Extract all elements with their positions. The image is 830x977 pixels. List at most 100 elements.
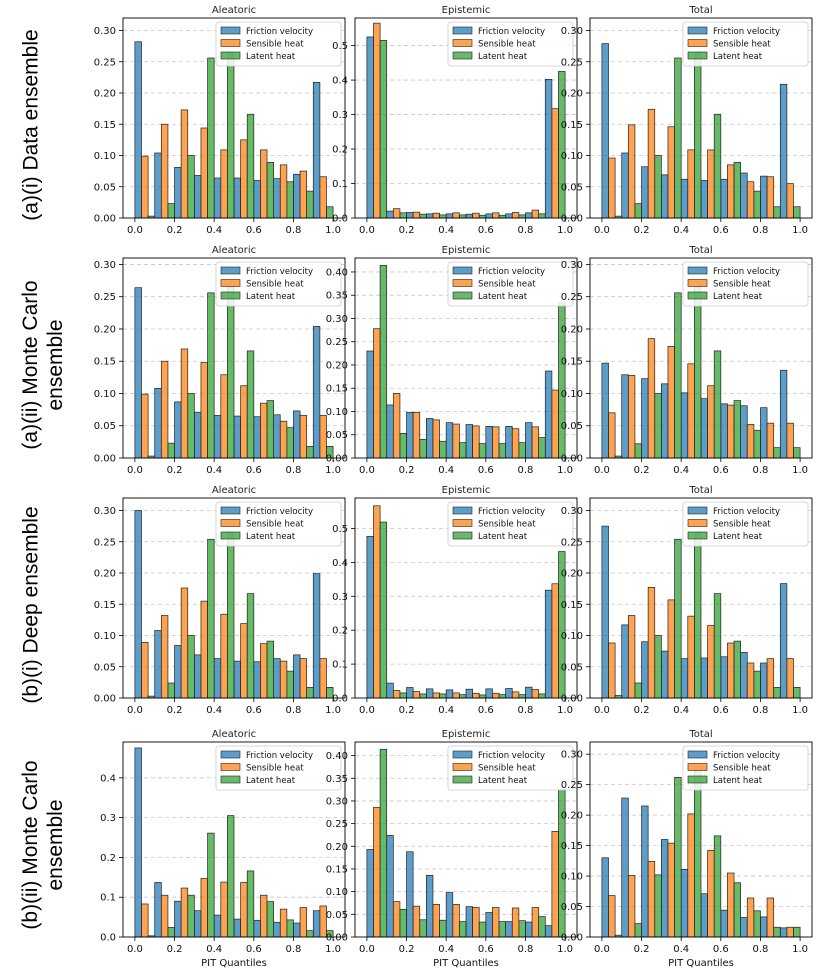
legend-entry: Latent heat [478,776,528,786]
bar-friction [601,525,609,699]
legend-swatch [220,775,241,784]
bar-friction [661,174,669,219]
bar-sensible [373,328,381,459]
x-tick-label: 0.8 [518,465,534,476]
y-tick-label: 0.20 [326,360,348,371]
bar-latent [227,286,235,459]
x-tick-label: 1.0 [792,705,808,716]
bar-friction [505,688,513,699]
y-tick-label: 0.10 [94,389,116,400]
x-tick-label: 0.2 [634,225,650,236]
bar-sensible [373,806,381,938]
bar-sensible [608,642,616,699]
bar-friction [386,404,394,459]
bar-sensible [492,907,500,938]
bar-friction [445,422,454,459]
bar-friction [661,383,669,459]
y-tick-label: 0.05 [326,430,348,441]
bar-sensible [299,415,308,459]
bar-sensible [627,875,636,938]
legend: Friction velocity Sensible heat Latent hea… [682,745,809,791]
legend: Friction velocity Sensible heat Latent hea… [682,21,809,67]
bar-sensible [766,658,775,699]
bar-latent [439,693,447,699]
bar-friction [426,418,434,459]
legend: Friction velocity Sensible heat Latent hea… [447,21,574,67]
bar-latent [634,923,642,938]
legend-entry: Friction velocity [246,267,313,277]
bar-friction [700,893,708,938]
legend-swatch [687,750,708,759]
bar-latent [674,57,682,219]
legend-swatch [452,750,473,759]
bar-friction [134,287,142,459]
y-tick-label: 0.25 [561,537,583,548]
legend-entry: Sensible heat [246,520,304,530]
bar-friction [641,378,649,459]
legend-box [447,745,574,791]
bar-sensible [687,813,695,938]
bar-sensible [667,346,675,459]
bar-latent [654,874,662,938]
chart-title: Aleatoric [212,485,256,496]
x-tick-label: 0.6 [713,465,729,476]
x-tick-label: 1.0 [557,705,573,716]
x-tick-label: 0.0 [127,705,143,716]
bar-sensible [551,108,559,219]
bar-sensible [492,212,500,219]
legend-entry: Latent heat [713,776,763,786]
chart-panel-12: Total 0.00 0.05 0.10 0.15 0.20 0.25 0.30 0.0 0.2 0… [561,729,813,969]
y-tick-label: 0.1 [332,179,348,190]
bar-sensible [531,907,540,938]
bar-friction [293,654,301,699]
bar-friction [680,392,689,459]
bar-latent [498,694,506,699]
bar-friction [525,422,533,459]
bar-friction [465,688,473,699]
y-tick-label: 0.10 [94,631,116,642]
bar-friction [544,925,553,938]
y-tick-label: 0.10 [561,389,583,400]
bar-sensible [511,691,520,699]
x-tick-label: 0.4 [673,944,689,955]
x-tick-label: 0.4 [206,705,222,716]
x-tick-label: 0.2 [167,225,183,236]
bar-latent [733,162,741,219]
x-tick-label: 0.0 [594,705,610,716]
y-tick-label: 0.05 [326,910,348,921]
legend-box [447,261,574,307]
legend-entry: Latent heat [478,52,528,62]
bar-sensible [412,211,421,219]
bar-sensible [452,212,460,219]
chart-panel-5: Epistemic 0.00 0.05 0.10 0.15 0.20 0.25 0.30 0.3… [326,245,578,476]
bar-sensible [412,691,421,699]
bar-friction [720,178,728,219]
bar-friction [680,178,689,219]
bar-latent [399,908,407,938]
bar-sensible [531,426,540,459]
bar-latent [694,766,702,938]
bar-sensible [240,385,248,459]
legend-swatch [220,519,241,527]
x-tick-label: 0.8 [518,944,534,955]
chart-title: Total [688,5,712,16]
legend-entry: Friction velocity [246,751,313,761]
legend-box [447,21,574,67]
x-tick-label: 0.8 [753,225,769,236]
bar-latent [674,776,682,938]
bar-sensible [240,139,248,219]
bar-latent [207,57,215,219]
bar-sensible [472,907,480,938]
y-tick-label: 0.35 [326,774,348,785]
bar-latent [399,212,407,219]
legend-entry: Friction velocity [246,27,313,37]
bar-friction [525,921,533,938]
bar-latent [419,213,427,219]
bar-friction [213,914,222,938]
x-tick-label: 0.6 [478,944,494,955]
bar-sensible [279,660,288,699]
bar-sensible [432,419,440,459]
legend: Friction velocity Sensible heat Latent hea… [215,745,342,791]
bar-friction [154,630,162,699]
y-tick-label: 0.10 [561,631,583,642]
